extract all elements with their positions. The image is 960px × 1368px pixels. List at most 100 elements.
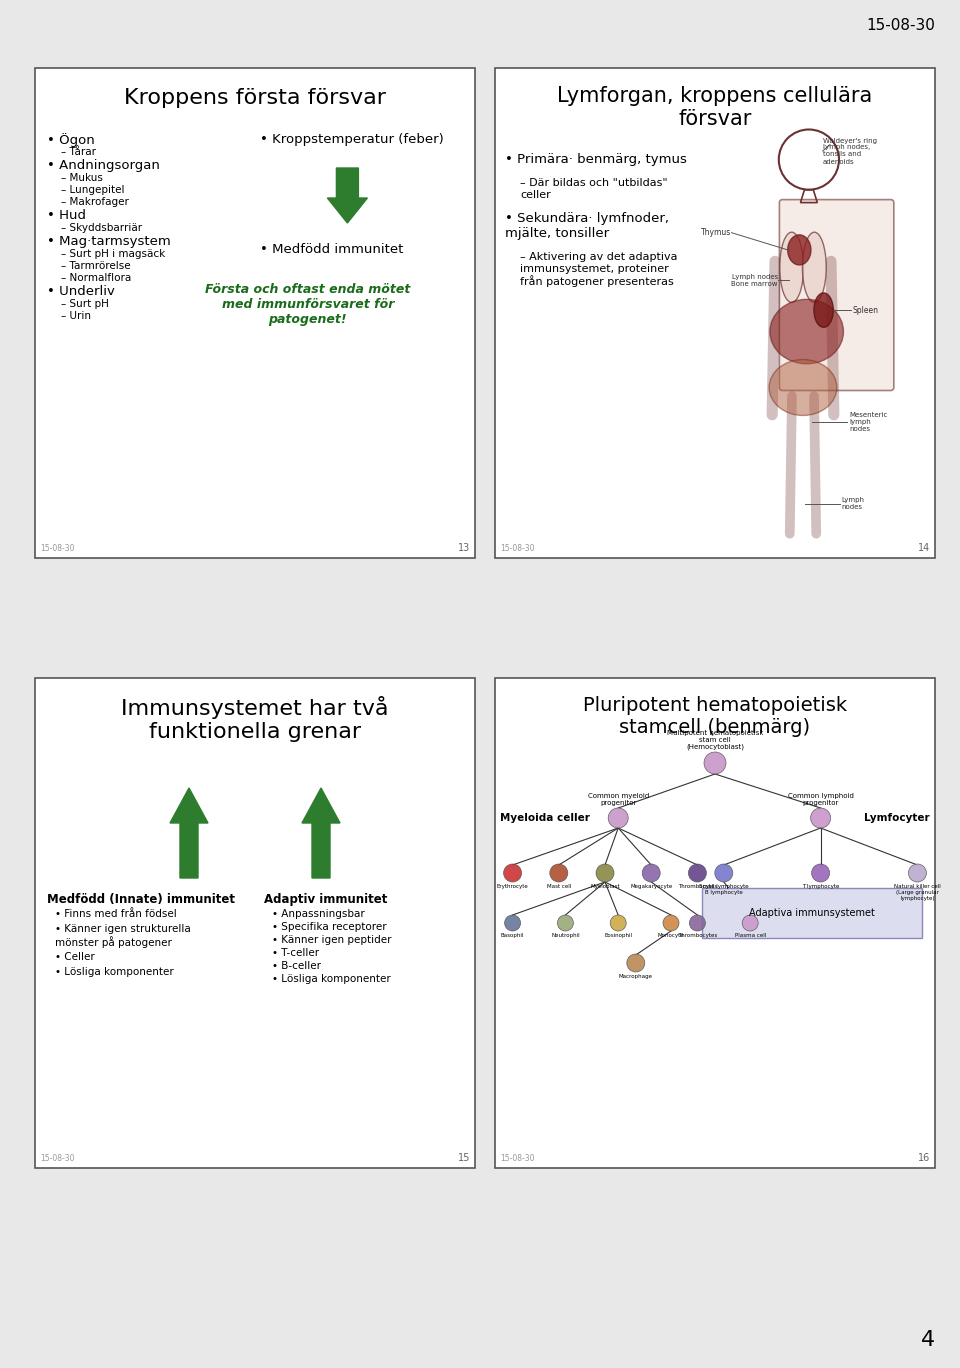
Bar	[702, 888, 922, 938]
Text: Lymfocyter: Lymfocyter	[864, 813, 930, 824]
Text: Eosinophil: Eosinophil	[604, 933, 633, 938]
Circle shape	[550, 865, 567, 882]
Circle shape	[642, 865, 660, 882]
Text: Myeloida celler: Myeloida celler	[500, 813, 589, 824]
Text: Macrophage: Macrophage	[619, 974, 653, 979]
Text: Neutrophil: Neutrophil	[551, 933, 580, 938]
Circle shape	[811, 865, 829, 882]
Text: Medfödd (Innate) immunitet: Medfödd (Innate) immunitet	[47, 893, 235, 906]
Circle shape	[558, 915, 573, 932]
Text: Megakaryocyte: Megakaryocyte	[630, 884, 672, 889]
Circle shape	[908, 865, 926, 882]
Text: Kroppens första försvar: Kroppens första försvar	[124, 88, 386, 108]
FancyArrow shape	[302, 788, 340, 878]
Text: 15: 15	[458, 1153, 470, 1163]
Text: • Mag·tarmsystem: • Mag·tarmsystem	[47, 235, 171, 248]
FancyArrow shape	[327, 168, 368, 223]
Text: Thrombocytes: Thrombocytes	[678, 933, 717, 938]
FancyArrow shape	[170, 788, 208, 878]
Circle shape	[505, 915, 520, 932]
Text: • Medfödd immunitet: • Medfödd immunitet	[260, 244, 403, 256]
Text: Common lymphoid
progenitor: Common lymphoid progenitor	[787, 793, 853, 806]
Text: Första och oftast enda mötet
med immunförsvaret för
patogenet!: Första och oftast enda mötet med immunfö…	[205, 283, 411, 326]
Text: • B-celler: • B-celler	[272, 960, 321, 971]
Bar	[35, 68, 475, 558]
Text: 15-08-30: 15-08-30	[40, 1155, 75, 1163]
Ellipse shape	[814, 293, 833, 327]
FancyArrowPatch shape	[772, 261, 775, 415]
Text: 15-08-30: 15-08-30	[500, 544, 535, 553]
Text: 15-08-30: 15-08-30	[500, 1155, 535, 1163]
Text: Monocyte: Monocyte	[658, 933, 684, 938]
Text: 4: 4	[921, 1330, 935, 1350]
Text: • Hud: • Hud	[47, 209, 86, 222]
Ellipse shape	[770, 300, 844, 364]
Text: Waldeyer's ring
lymph nodes,
tonsils and
adenoids: Waldeyer's ring lymph nodes, tonsils and…	[823, 138, 876, 164]
Text: Natural killer cell
(Large granular
lymphocyte): Natural killer cell (Large granular lymp…	[894, 884, 941, 900]
Text: Common myeloid
progenitor: Common myeloid progenitor	[588, 793, 649, 806]
Text: – Lungepitel: – Lungepitel	[61, 185, 125, 196]
Circle shape	[704, 752, 726, 774]
Text: • Celler: • Celler	[55, 952, 95, 962]
Text: Thymus: Thymus	[702, 228, 732, 237]
Text: • Känner igen peptider: • Känner igen peptider	[272, 934, 392, 945]
Text: • Underliv: • Underliv	[47, 285, 115, 298]
Text: • Lösliga komponenter: • Lösliga komponenter	[272, 974, 391, 984]
Text: • Lösliga komponenter: • Lösliga komponenter	[55, 967, 174, 977]
Text: 16: 16	[918, 1153, 930, 1163]
Text: Thrombocytes: Thrombocytes	[678, 884, 717, 889]
Circle shape	[627, 953, 645, 973]
Text: – Aktivering av det adaptiva
immunsystemet, proteiner
från patogener presenteras: – Aktivering av det adaptiva immunsystem…	[520, 252, 678, 287]
Text: • Sekundära· lymfnoder,
mjälte, tonsiller: • Sekundära· lymfnoder, mjälte, tonsille…	[505, 212, 669, 239]
Text: – Makrofager: – Makrofager	[61, 197, 129, 207]
Text: Pluripotent hematopoietisk
stamcell (benmärg): Pluripotent hematopoietisk stamcell (ben…	[583, 696, 847, 737]
Text: • Andningsorgan: • Andningsorgan	[47, 159, 160, 172]
Text: 14: 14	[918, 543, 930, 553]
Text: Erythrocyte: Erythrocyte	[496, 884, 528, 889]
Bar	[495, 68, 935, 558]
Text: Adaptiv immunitet: Adaptiv immunitet	[264, 893, 387, 906]
Ellipse shape	[788, 235, 811, 265]
Text: – Urin: – Urin	[61, 311, 91, 321]
Text: • Ögon: • Ögon	[47, 133, 95, 146]
Text: Adaptiva immunsystemet: Adaptiva immunsystemet	[749, 908, 875, 918]
Circle shape	[715, 865, 732, 882]
Circle shape	[742, 915, 758, 932]
Text: – Där bildas och "utbildas"
celler: – Där bildas och "utbildas" celler	[520, 178, 667, 200]
Text: T lymphocyte: T lymphocyte	[802, 884, 839, 889]
Circle shape	[504, 865, 521, 882]
Text: – Tarmrörelse: – Tarmrörelse	[61, 261, 131, 271]
Text: Lymph
nodes: Lymph nodes	[842, 497, 865, 510]
Text: – Tårar: – Tårar	[61, 146, 96, 157]
Ellipse shape	[803, 233, 827, 302]
Text: Multipotent hematopoietisk
stam cell
(Hemocytoblast): Multipotent hematopoietisk stam cell (He…	[667, 729, 763, 750]
Ellipse shape	[780, 233, 804, 302]
Text: Myeloblast: Myeloblast	[590, 884, 620, 889]
Text: Mast cell: Mast cell	[546, 884, 571, 889]
Bar	[35, 679, 475, 1168]
Circle shape	[663, 915, 679, 932]
Circle shape	[688, 865, 707, 882]
Text: • Specifika receptorer: • Specifika receptorer	[272, 922, 387, 932]
Text: – Normalflora: – Normalflora	[61, 274, 132, 283]
Text: – Skyddsbarriär: – Skyddsbarriär	[61, 223, 142, 233]
Text: Basophil: Basophil	[501, 933, 524, 938]
Text: Mesenteric
lymph
nodes: Mesenteric lymph nodes	[849, 412, 887, 432]
Circle shape	[810, 808, 830, 828]
Text: – Surt pH: – Surt pH	[61, 300, 108, 309]
Text: • Kroppstemperatur (feber): • Kroppstemperatur (feber)	[260, 133, 444, 146]
Text: Lymforgan, kroppens cellulära
försvar: Lymforgan, kroppens cellulära försvar	[558, 86, 873, 129]
Text: 15-08-30: 15-08-30	[40, 544, 75, 553]
Text: Spleen: Spleen	[852, 305, 878, 315]
Text: Immunsystemet har två
funktionella grenar: Immunsystemet har två funktionella grena…	[121, 696, 389, 743]
Text: • Primära· benmärg, tymus: • Primära· benmärg, tymus	[505, 153, 686, 166]
Circle shape	[611, 915, 626, 932]
Text: • Känner igen strukturella
mönster på patogener: • Känner igen strukturella mönster på pa…	[55, 923, 191, 948]
Text: – Surt pH i magsäck: – Surt pH i magsäck	[61, 249, 165, 259]
Text: 15-08-30: 15-08-30	[866, 18, 935, 33]
Text: • T-celler: • T-celler	[272, 948, 319, 958]
Circle shape	[609, 808, 628, 828]
Text: – Mukus: – Mukus	[61, 172, 103, 183]
Bar	[495, 679, 935, 1168]
Text: • Finns med från födsel: • Finns med från födsel	[55, 908, 177, 919]
